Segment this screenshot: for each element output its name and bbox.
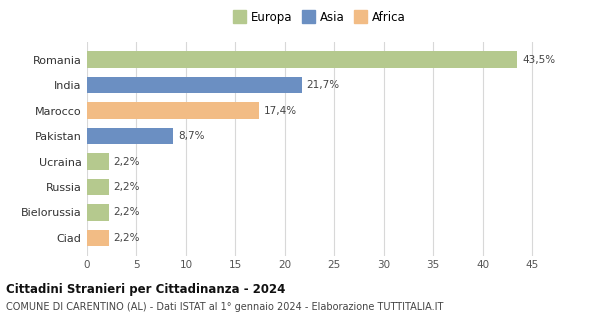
- Bar: [87, 51, 517, 68]
- Text: 2,2%: 2,2%: [114, 233, 140, 243]
- Bar: [87, 230, 109, 246]
- Bar: [87, 128, 173, 144]
- Bar: [87, 204, 109, 221]
- Text: COMUNE DI CARENTINO (AL) - Dati ISTAT al 1° gennaio 2024 - Elaborazione TUTTITAL: COMUNE DI CARENTINO (AL) - Dati ISTAT al…: [6, 302, 443, 312]
- Text: 2,2%: 2,2%: [114, 207, 140, 218]
- Text: 43,5%: 43,5%: [523, 55, 556, 65]
- Text: 21,7%: 21,7%: [307, 80, 340, 90]
- Bar: [87, 102, 259, 119]
- Bar: [87, 153, 109, 170]
- Text: 8,7%: 8,7%: [178, 131, 205, 141]
- Text: 2,2%: 2,2%: [114, 156, 140, 166]
- Bar: [87, 77, 302, 93]
- Legend: Europa, Asia, Africa: Europa, Asia, Africa: [231, 9, 408, 27]
- Text: 17,4%: 17,4%: [264, 106, 297, 116]
- Text: 2,2%: 2,2%: [114, 182, 140, 192]
- Bar: [87, 179, 109, 195]
- Text: Cittadini Stranieri per Cittadinanza - 2024: Cittadini Stranieri per Cittadinanza - 2…: [6, 283, 286, 296]
